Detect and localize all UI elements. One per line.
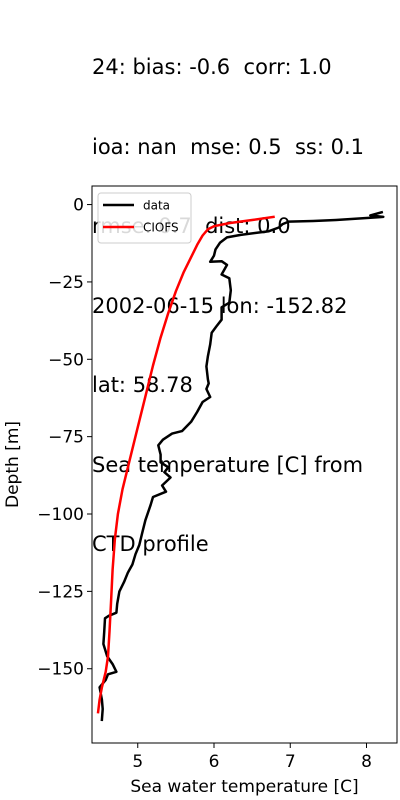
x-tick-label: 6 — [209, 752, 220, 772]
series-line-data — [98, 210, 385, 722]
title-line: 2002-06-15 lon: -152.82 — [92, 293, 348, 318]
legend-label-data: data — [143, 199, 170, 213]
y-tick-label: −150 — [37, 660, 84, 680]
y-tick-label: −100 — [37, 505, 84, 525]
x-axis-label: Sea water temperature [C] — [130, 777, 358, 797]
series-layer — [96, 210, 385, 722]
plot-area-frame — [91, 185, 398, 744]
x-tick-label: 7 — [285, 752, 296, 772]
title-line: ioa: nan mse: 0.5 ss: 0.1 — [92, 134, 364, 159]
series-line-ciofs — [96, 215, 275, 714]
title-line: lat: 58.78 — [92, 373, 193, 397]
y-tick-label: −125 — [37, 582, 84, 602]
y-axis: 0 −25 −50 −75 −100 −125 −150 — [37, 196, 92, 680]
y-tick-label: −50 — [48, 350, 84, 370]
x-tick-label: 8 — [361, 752, 372, 772]
y-tick-label: −25 — [48, 273, 84, 293]
y-tick-label: −75 — [48, 428, 84, 448]
title-line: 24: bias: -0.6 corr: 1.0 — [92, 55, 332, 79]
x-axis: 5 6 7 8 — [132, 743, 372, 772]
x-tick-label: 5 — [132, 752, 143, 772]
y-axis-label: Depth [m] — [3, 421, 23, 508]
y-tick-label: 0 — [73, 196, 84, 216]
legend: data CIOFS — [97, 192, 192, 244]
legend-label-ciofs: CIOFS — [143, 221, 179, 235]
